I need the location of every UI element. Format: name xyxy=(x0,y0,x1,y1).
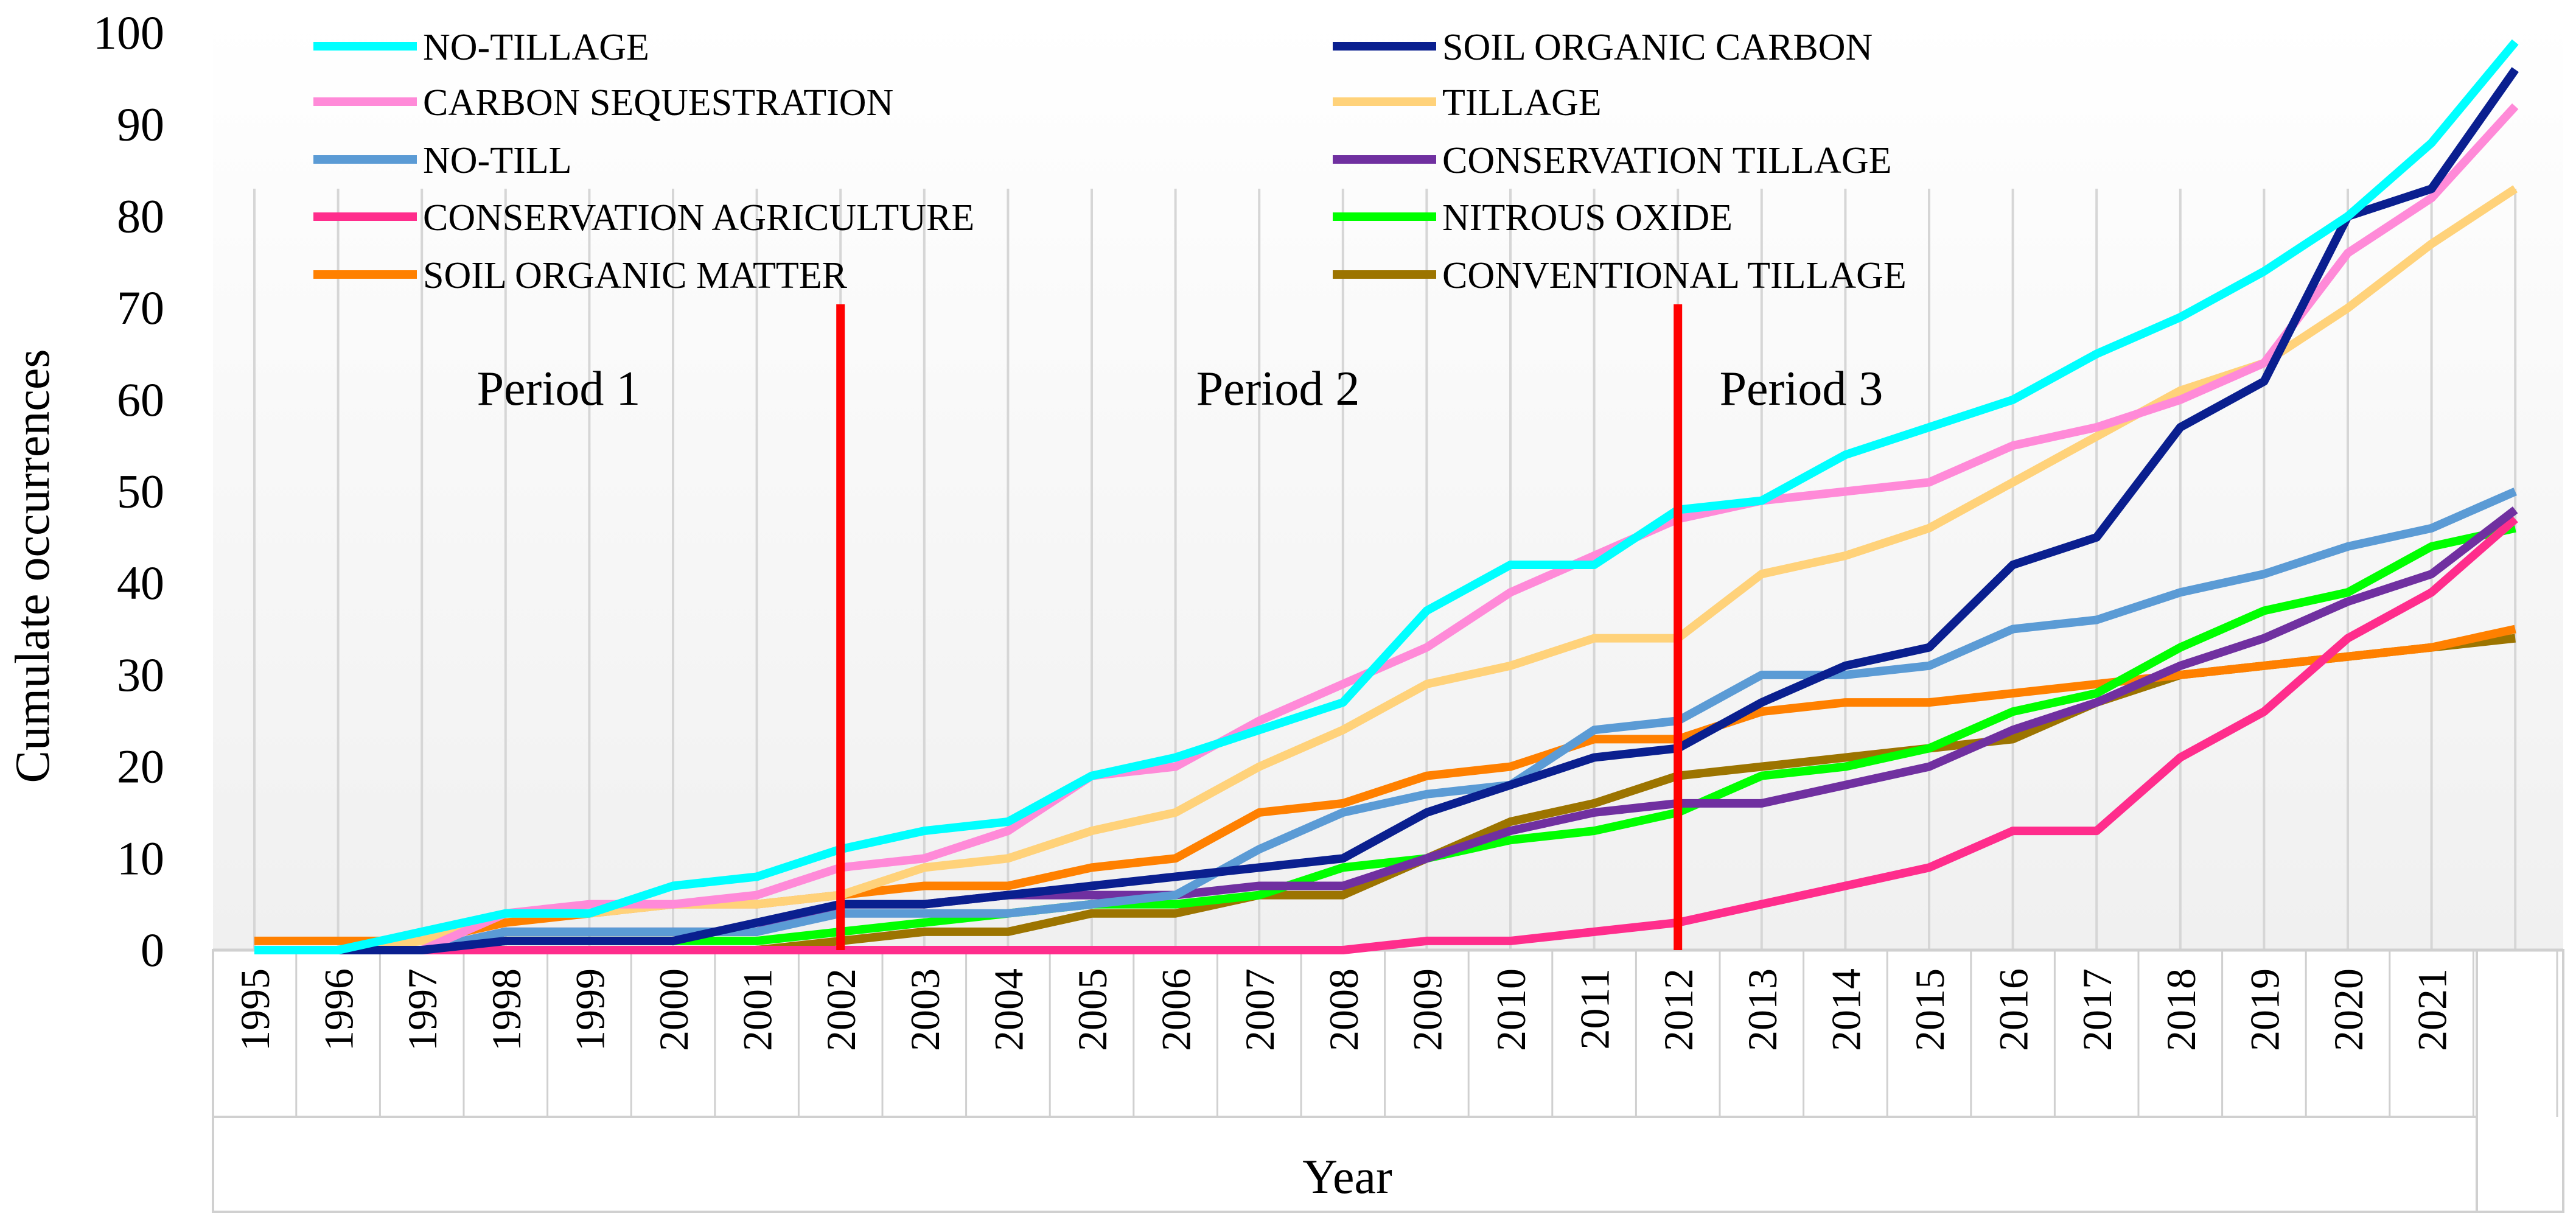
legend-item: NITROUS OXIDE xyxy=(1333,197,1733,239)
y-tick-label: 70 xyxy=(117,281,164,334)
x-axis-ticks: 1995 1996 1997 1998 1999 2000 2001 2002 2003 2004… xyxy=(232,968,2456,1051)
x-tick-label: 2013 xyxy=(1739,968,1785,1051)
legend-label: CONVENTIONAL TILLAGE xyxy=(1442,255,1907,296)
x-tick-label: 1999 xyxy=(567,968,613,1051)
x-tick-label: 2007 xyxy=(1237,968,1283,1051)
x-tick-label: 2015 xyxy=(1907,968,1953,1051)
legend-item: NO-TILLAGE xyxy=(313,27,649,68)
legend-label: NO-TILLAGE xyxy=(423,27,649,68)
period-dividers: Period 1 Period 2 Period 3 xyxy=(477,304,1883,950)
y-axis-ticks: 0 10 20 30 40 50 60 70 80 90 100 xyxy=(93,6,164,976)
y-tick-label: 30 xyxy=(117,648,164,701)
x-tick-label: 2005 xyxy=(1069,968,1115,1051)
x-tick-label: 2017 xyxy=(2074,968,2120,1051)
legend-item: SOIL ORGANIC MATTER xyxy=(313,255,848,296)
x-tick-label: 1997 xyxy=(399,968,445,1051)
series-line-carbon-sequestration xyxy=(254,103,2519,954)
x-tick-label: 2006 xyxy=(1153,968,1199,1051)
x-tick-label: 2008 xyxy=(1321,968,1367,1051)
series-lines xyxy=(254,39,2519,954)
legend-item: SOIL ORGANIC CARBON xyxy=(1333,27,1873,68)
x-tick-label: 2020 xyxy=(2325,968,2372,1051)
y-tick-label: 80 xyxy=(117,189,164,242)
legend: NO-TILLAGE SOIL ORGANIC CARBON CARBON SEQU… xyxy=(313,27,1907,296)
x-axis-table xyxy=(212,949,2564,1213)
y-tick-label: 40 xyxy=(117,556,164,609)
x-tick-label: 1996 xyxy=(316,968,362,1051)
x-tick-label: 2010 xyxy=(1488,968,1534,1051)
series-line-no-tillage xyxy=(254,39,2519,954)
y-tick-label: 100 xyxy=(93,6,164,59)
period-label: Period 1 xyxy=(477,362,641,416)
period-label: Period 3 xyxy=(1720,362,1883,416)
series-line-no-till xyxy=(254,488,2518,954)
legend-label: SOIL ORGANIC CARBON xyxy=(1442,27,1873,68)
x-tick-label: 1998 xyxy=(483,968,529,1051)
legend-item: TILLAGE xyxy=(1333,82,1602,124)
x-tick-label: 2014 xyxy=(1823,968,1869,1051)
plot-background xyxy=(213,18,2563,950)
y-tick-label: 0 xyxy=(141,923,164,976)
legend-label: CARBON SEQUESTRATION xyxy=(423,82,893,124)
series-line-conservation-agriculture xyxy=(254,516,2518,954)
period-label: Period 2 xyxy=(1196,362,1360,416)
legend-item: CONSERVATION TILLAGE xyxy=(1333,140,1891,181)
x-tick-label: 2009 xyxy=(1404,968,1450,1051)
legend-label: SOIL ORGANIC MATTER xyxy=(423,255,848,296)
x-tick-label: 2004 xyxy=(985,968,1031,1051)
x-tick-label: 2000 xyxy=(651,968,697,1051)
y-tick-label: 90 xyxy=(117,98,164,151)
y-tick-label: 20 xyxy=(117,740,164,793)
legend-item: CONSERVATION AGRICULTURE xyxy=(313,197,974,239)
legend-item: CONVENTIONAL TILLAGE xyxy=(1333,255,1907,296)
legend-item: NO-TILL xyxy=(313,140,571,181)
y-tick-label: 50 xyxy=(117,465,164,518)
x-tick-label: 2021 xyxy=(2409,968,2456,1051)
y-tick-label: 10 xyxy=(117,831,164,884)
legend-label: CONSERVATION TILLAGE xyxy=(1442,140,1891,181)
x-tick-label: 2018 xyxy=(2158,968,2204,1051)
x-tick-label: 2003 xyxy=(902,968,948,1051)
x-axis-title: Year xyxy=(1302,1150,1392,1204)
x-tick-label: 1995 xyxy=(232,968,278,1051)
x-tick-label: 2011 xyxy=(1572,968,1618,1049)
x-tick-label: 2012 xyxy=(1655,968,1702,1051)
legend-label: NO-TILL xyxy=(423,140,571,181)
y-axis-title: Cumulate occurrences xyxy=(6,349,60,783)
series-line-soil-organic-carbon xyxy=(254,67,2519,954)
legend-item: CARBON SEQUESTRATION xyxy=(313,82,893,124)
x-tick-label: 2016 xyxy=(1991,968,2037,1051)
legend-label: CONSERVATION AGRICULTURE xyxy=(423,197,974,239)
x-axis-box xyxy=(212,949,2564,1213)
legend-label: NITROUS OXIDE xyxy=(1442,197,1733,239)
x-tick-label: 2001 xyxy=(735,968,781,1051)
y-tick-label: 60 xyxy=(117,373,164,426)
legend-label: TILLAGE xyxy=(1442,82,1602,124)
x-tick-label: 2019 xyxy=(2241,968,2288,1051)
x-tick-label: 2002 xyxy=(818,968,864,1051)
